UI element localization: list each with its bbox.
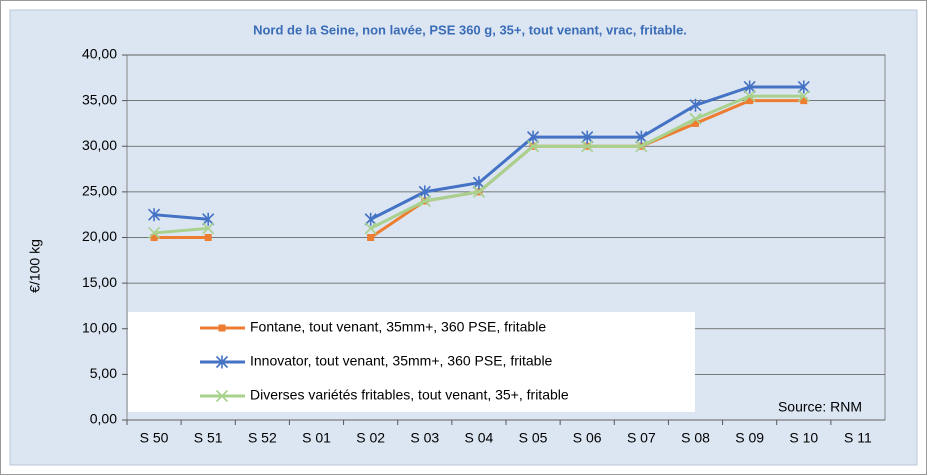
- marker: [215, 355, 229, 369]
- marker: [581, 140, 594, 153]
- marker: [418, 185, 431, 199]
- x-tick-label: S 06: [573, 430, 602, 446]
- marker: [215, 389, 229, 403]
- x-tick-label: S 05: [519, 430, 548, 446]
- x-tick-label: S 10: [789, 430, 818, 446]
- marker: [689, 98, 702, 112]
- marker: [364, 212, 377, 226]
- y-tick-label: 35,00: [82, 91, 117, 107]
- y-tick-label: 5,00: [90, 365, 117, 381]
- legend-label: Diverses variétés fritables, tout venant…: [250, 387, 569, 403]
- y-tick-label: 0,00: [90, 411, 117, 427]
- marker: [797, 89, 810, 103]
- marker: [692, 119, 699, 127]
- y-tick-label: 10,00: [82, 319, 117, 335]
- legend-label: Innovator, tout venant, 35mm+, 360 PSE, …: [250, 353, 553, 369]
- marker: [581, 130, 594, 144]
- marker: [418, 194, 431, 208]
- marker: [800, 97, 808, 105]
- y-axis-label: €/100 kg: [27, 239, 43, 293]
- x-tick-label: S 01: [302, 430, 331, 446]
- y-tick-label: 15,00: [82, 274, 117, 290]
- x-tick-label: S 02: [356, 430, 385, 446]
- y-tick-label: 25,00: [82, 183, 117, 199]
- marker: [150, 234, 158, 241]
- legend-label: Fontane, tout venant, 35mm+, 360 PSE, fr…: [250, 319, 546, 335]
- marker: [472, 176, 485, 190]
- marker: [472, 185, 485, 198]
- marker: [367, 234, 375, 241]
- y-tick-label: 40,00: [82, 46, 117, 62]
- marker: [689, 112, 702, 125]
- marker: [527, 130, 540, 144]
- marker: [218, 324, 226, 332]
- marker: [148, 208, 161, 222]
- y-tick-label: 30,00: [82, 137, 117, 153]
- marker: [204, 234, 212, 241]
- x-tick-label: S 51: [194, 430, 223, 446]
- x-tick-label: S 03: [410, 430, 439, 446]
- marker: [148, 226, 161, 240]
- marker: [364, 222, 377, 235]
- x-tick-label: S 11: [844, 430, 872, 446]
- marker: [202, 212, 215, 226]
- x-tick-label: S 04: [465, 430, 494, 446]
- x-tick-label: S 08: [681, 430, 710, 446]
- marker: [746, 97, 754, 105]
- marker: [635, 130, 648, 144]
- y-tick-label: 20,00: [82, 228, 117, 244]
- x-tick-label: S 52: [248, 430, 277, 446]
- x-tick-label: S 09: [735, 430, 764, 446]
- x-tick-label: S 50: [140, 430, 169, 446]
- chart-title: Nord de la Seine, non lavée, PSE 360 g, …: [253, 22, 687, 37]
- marker: [527, 140, 540, 153]
- annotation: Source: RNM: [778, 399, 862, 415]
- marker: [635, 140, 648, 153]
- marker: [797, 80, 810, 94]
- marker: [743, 89, 756, 103]
- marker: [202, 222, 215, 235]
- marker: [743, 80, 756, 94]
- x-tick-label: S 07: [627, 430, 656, 446]
